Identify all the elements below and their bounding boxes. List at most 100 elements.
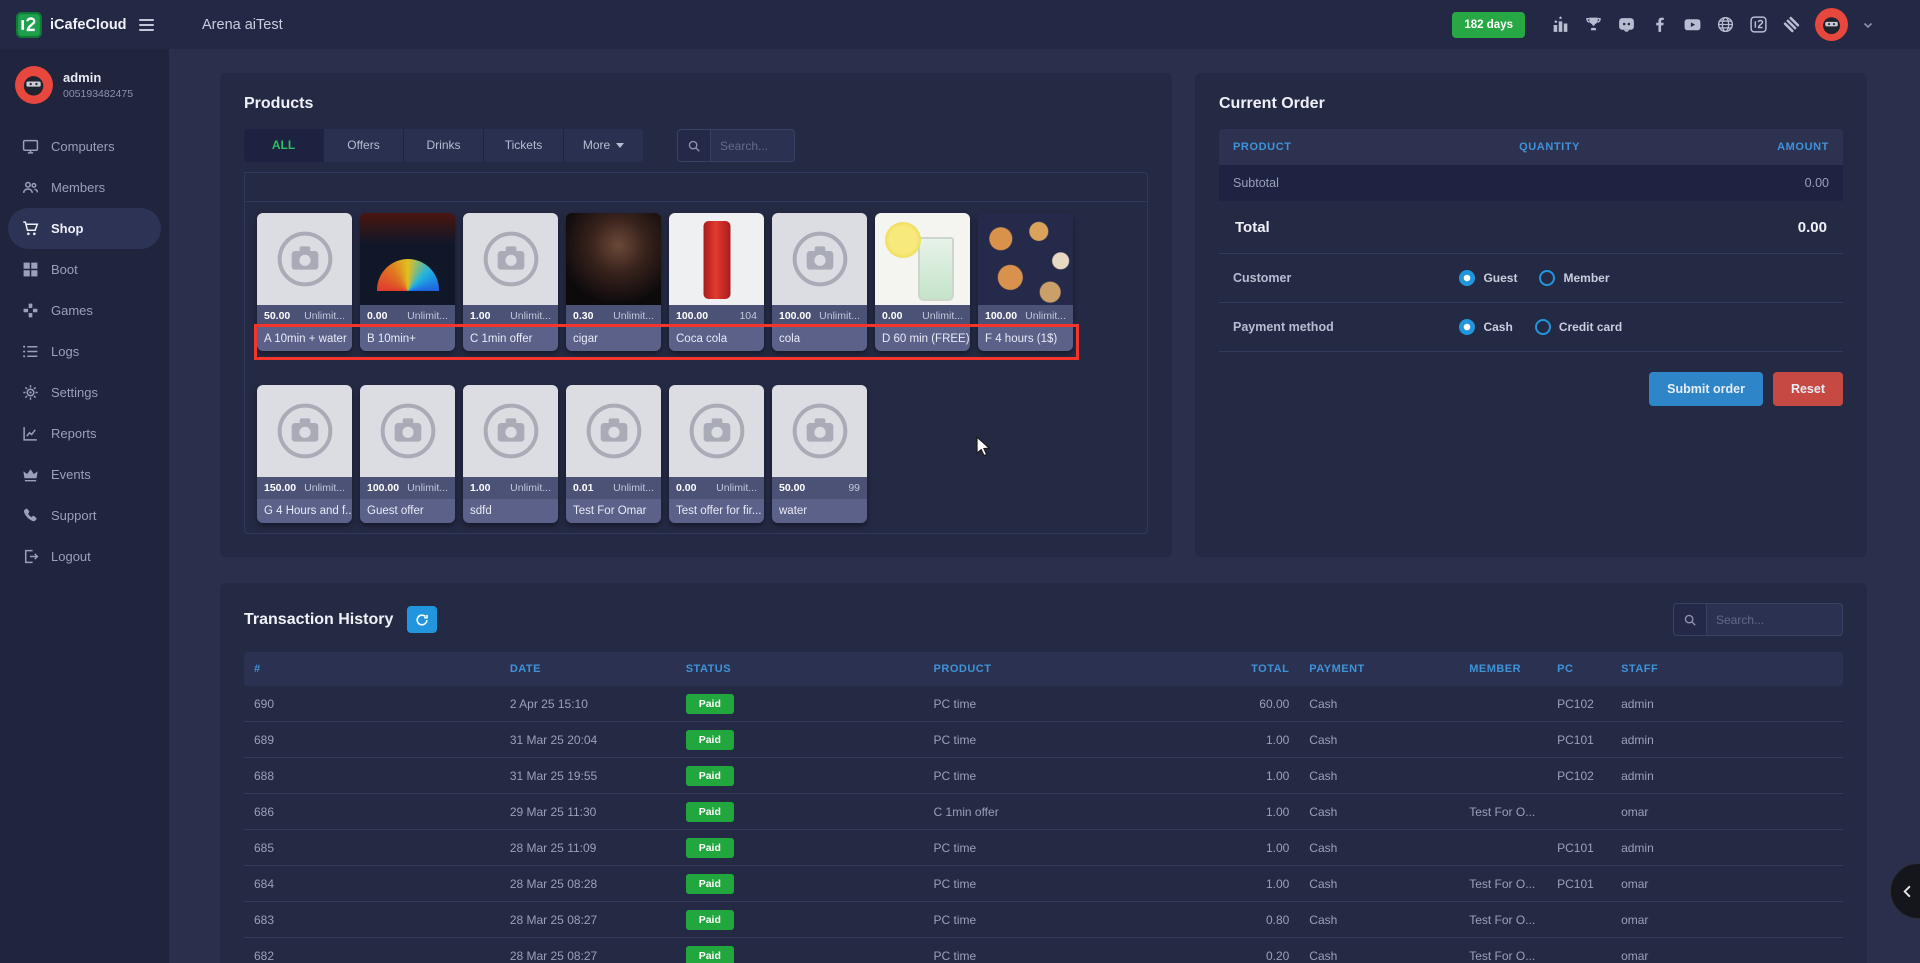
tab-offers[interactable]: Offers (324, 129, 404, 162)
product-name: cola (772, 327, 867, 351)
product-card[interactable]: 1.00 Unlimit... C 1min offer (463, 213, 558, 351)
transaction-row[interactable]: 684 28 Mar 25 08:28 Paid PC time 1.00 Ca… (244, 865, 1843, 902)
product-card[interactable]: 50.00 Unlimit... A 10min + water (257, 213, 352, 351)
cell-status: Paid (675, 937, 924, 963)
order-col-product: PRODUCT (1233, 141, 1292, 153)
products-search-input[interactable] (711, 129, 795, 162)
subtotal-label: Subtotal (1233, 176, 1279, 190)
history-search-input[interactable] (1707, 603, 1843, 636)
cell-date: 28 Mar 25 08:27 (499, 937, 676, 963)
reset-button[interactable]: Reset (1772, 372, 1843, 406)
product-price: 100.00 (676, 310, 709, 322)
transaction-row[interactable]: 683 28 Mar 25 08:27 Paid PC time 0.80 Ca… (244, 901, 1843, 938)
layers-icon[interactable] (1782, 15, 1801, 34)
refresh-icon (416, 613, 429, 626)
user-avatar (15, 66, 53, 104)
sidebar-item-logout[interactable]: Logout (8, 536, 161, 577)
search-icon[interactable] (1673, 603, 1707, 636)
sidebar-item-reports[interactable]: Reports (8, 413, 161, 454)
leaderboard-icon[interactable] (1551, 15, 1570, 34)
globe-icon[interactable] (1716, 15, 1735, 34)
caret-down-icon (616, 143, 625, 149)
transaction-row[interactable]: 685 28 Mar 25 11:09 Paid PC time 1.00 Ca… (244, 829, 1843, 866)
status-badge: Paid (685, 801, 734, 822)
product-card[interactable]: 1.00 Unlimit... sdfd (463, 385, 558, 523)
customer-label: Customer (1233, 271, 1292, 285)
icafecloud-icon[interactable] (1749, 15, 1768, 34)
sidebar-item-label: Support (51, 508, 97, 523)
license-days-badge[interactable]: 182 days (1452, 11, 1525, 38)
product-card[interactable]: 150.00 Unlimit... G 4 Hours and f... (257, 385, 352, 523)
crown-icon (22, 466, 39, 483)
payment-label: Payment method (1233, 320, 1334, 334)
sidebar-item-shop[interactable]: Shop (8, 208, 161, 249)
product-card[interactable]: 100.00 104 Coca cola (669, 213, 764, 351)
transaction-row[interactable]: 682 28 Mar 25 08:27 Paid PC time 0.20 Ca… (244, 937, 1843, 963)
users-icon (22, 179, 39, 196)
sidebar: admin 005193482475 Computers Members Sho… (0, 49, 169, 963)
search-icon[interactable] (677, 129, 711, 162)
trophy-icon[interactable] (1584, 15, 1603, 34)
transaction-row[interactable]: 689 31 Mar 25 20:04 Paid PC time 1.00 Ca… (244, 721, 1843, 758)
product-name: sdfd (463, 499, 558, 523)
product-card[interactable]: 0.00 Unlimit... D 60 min (FREE) (875, 213, 970, 351)
tab-drinks[interactable]: Drinks (404, 129, 484, 162)
product-stock: Unlimit... (716, 482, 757, 494)
sidebar-item-logs[interactable]: Logs (8, 331, 161, 372)
sidebar-item-boot[interactable]: Boot (8, 249, 161, 290)
status-badge: Paid (685, 837, 734, 858)
sidebar-item-games[interactable]: Games (8, 290, 161, 331)
transaction-row[interactable]: 686 29 Mar 25 11:30 Paid C 1min offer 1.… (244, 793, 1843, 830)
submit-order-button[interactable]: Submit order (1649, 372, 1763, 406)
product-stock: Unlimit... (407, 482, 448, 494)
cell-pc: PC102 (1547, 686, 1612, 722)
product-card[interactable]: 0.01 Unlimit... Test For Omar (566, 385, 661, 523)
product-price-row: 100.00 Unlimit... (772, 305, 867, 327)
user-avatar[interactable] (1815, 8, 1848, 41)
product-name: Coca cola (669, 327, 764, 351)
youtube-icon[interactable] (1683, 15, 1702, 34)
product-card[interactable]: 0.00 Unlimit... B 10min+ (360, 213, 455, 351)
status-badge: Paid (685, 729, 734, 750)
facebook-icon[interactable] (1650, 15, 1669, 34)
product-card[interactable]: 100.00 Unlimit... F 4 hours (1$) (978, 213, 1073, 351)
refresh-button[interactable] (407, 606, 438, 633)
product-image (669, 385, 764, 477)
radio-credit-card[interactable]: Credit card (1534, 319, 1622, 335)
product-card[interactable]: 100.00 Unlimit... cola (772, 213, 867, 351)
tab-all[interactable]: ALL (244, 129, 324, 162)
order-actions: Submit order Reset (1219, 372, 1843, 406)
cell-staff: admin (1611, 829, 1843, 866)
product-price: 1.00 (470, 482, 491, 494)
cell-member (1459, 757, 1548, 794)
product-card[interactable]: 50.00 99 water (772, 385, 867, 523)
product-card[interactable]: 0.30 Unlimit... cigar (566, 213, 661, 351)
product-card[interactable]: 100.00 Unlimit... Guest offer (360, 385, 455, 523)
cell-staff: admin (1611, 721, 1843, 758)
radio-member[interactable]: Member (1539, 270, 1610, 286)
brand[interactable]: iCafeCloud (0, 11, 169, 38)
product-name: water (772, 499, 867, 523)
hamburger-menu-icon[interactable] (135, 15, 158, 35)
cell-product: PC time (923, 686, 1220, 722)
sidebar-item-computers[interactable]: Computers (8, 126, 161, 167)
product-card[interactable]: 0.00 Unlimit... Test offer for fir... (669, 385, 764, 523)
cell-total: 0.20 (1219, 937, 1300, 963)
transaction-row[interactable]: 690 2 Apr 25 15:10 Paid PC time 60.00 Ca… (244, 686, 1843, 722)
sidebar-user[interactable]: admin 005193482475 (0, 49, 169, 120)
tab-more[interactable]: More (564, 129, 643, 162)
transaction-row[interactable]: 688 31 Mar 25 19:55 Paid PC time 1.00 Ca… (244, 757, 1843, 794)
sidebar-item-events[interactable]: Events (8, 454, 161, 495)
cell-staff: omar (1611, 901, 1843, 938)
radio-guest[interactable]: Guest (1459, 270, 1517, 286)
sidebar-item-members[interactable]: Members (8, 167, 161, 208)
sidebar-item-settings[interactable]: Settings (8, 372, 161, 413)
radio-cash[interactable]: Cash (1459, 319, 1513, 335)
camera-placeholder-icon (689, 403, 744, 459)
discord-icon[interactable] (1617, 15, 1636, 34)
chevron-down-icon[interactable] (1862, 19, 1874, 31)
payment-method-row: Payment method Cash Credit card (1219, 302, 1843, 352)
sidebar-item-support[interactable]: Support (8, 495, 161, 536)
tab-tickets[interactable]: Tickets (484, 129, 564, 162)
cell-product: C 1min offer (923, 793, 1220, 830)
